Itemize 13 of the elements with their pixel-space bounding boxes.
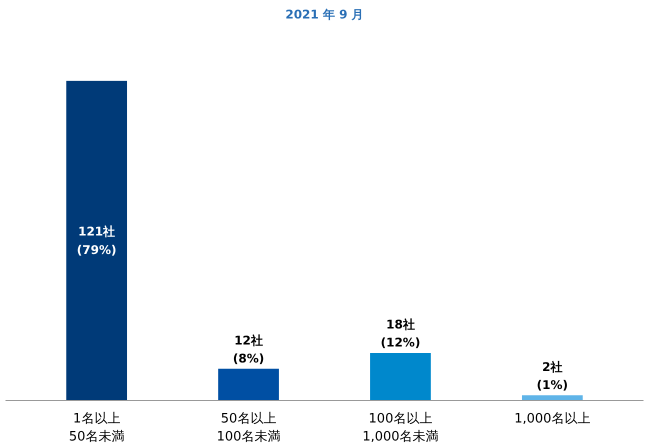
x-tick-label: 50名以上 100名未満 bbox=[216, 412, 280, 444]
bar bbox=[370, 352, 431, 400]
x-tick-label: 100名以上 1,000名未満 bbox=[362, 412, 439, 444]
data-label: 12社 (8%) bbox=[232, 333, 264, 366]
x-tick-label: 1名以上 50名未満 bbox=[68, 412, 124, 444]
chart-title: 2021 年 9 月 bbox=[285, 8, 364, 22]
data-label: 18社 (12%) bbox=[380, 318, 420, 350]
data-label: 121社 (79%) bbox=[76, 224, 116, 257]
bar bbox=[66, 80, 128, 400]
bar bbox=[522, 395, 583, 400]
bar bbox=[218, 368, 279, 400]
data-label: 2社 (1%) bbox=[536, 360, 568, 392]
x-tick-label: 1,000名以上 bbox=[514, 412, 590, 426]
